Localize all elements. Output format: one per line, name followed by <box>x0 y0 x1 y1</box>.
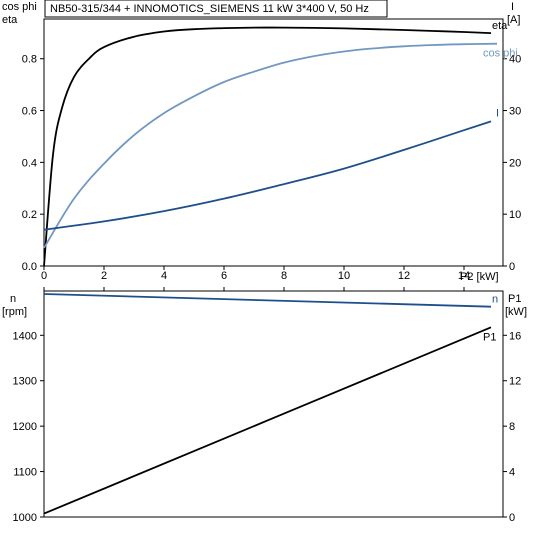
upper-right-axis-label-line2: [A] <box>507 14 520 26</box>
series-label-eta: eta <box>492 20 508 32</box>
lower-right-tick-label-0: 0 <box>509 512 515 524</box>
lower-right-axis-label-line2: [kW] <box>505 306 527 318</box>
series-label-n: n <box>492 294 498 306</box>
series-line-p1 <box>43 326 492 515</box>
lower-plot-area <box>43 290 504 518</box>
x-tick-label-1: 2 <box>101 270 107 282</box>
upper-left-tick-label-1: 0.2 <box>22 209 37 221</box>
x-tick-label-6: 12 <box>398 270 410 282</box>
lower-left-axis-label-line2: [rpm] <box>2 306 27 318</box>
upper-left-tick-label-3: 0.6 <box>22 106 37 118</box>
title-box <box>44 0 388 18</box>
x-tick-label-7: 14 <box>458 270 470 282</box>
lower-left-axis-label-line1: n <box>10 293 16 305</box>
upper-left-tick-label-4: 0.8 <box>22 54 37 66</box>
lower-right-tick-label-2: 8 <box>509 421 515 433</box>
series-line-n <box>43 293 492 308</box>
lower-left-tick-label-3: 1300 <box>13 376 37 388</box>
x-tick-label-5: 10 <box>338 270 350 282</box>
upper-right-tick-label-3: 30 <box>509 106 521 118</box>
upper-plot-area <box>43 18 504 267</box>
upper-left-tick-label-0: 0.0 <box>22 261 37 273</box>
lower-left-tick-label-2: 1200 <box>13 421 37 433</box>
series-line-eta <box>43 26 492 267</box>
x-axis-label: P2 [kW] <box>460 271 499 283</box>
upper-left-axis-label-line1: cos phi <box>2 1 37 13</box>
x-tick-label-2: 4 <box>161 270 167 282</box>
upper-right-tick-label-4: 40 <box>509 54 521 66</box>
lower-right-tick-label-3: 12 <box>509 376 521 388</box>
lower-right-tick-label-1: 4 <box>509 467 515 479</box>
series-line-cos-phi <box>43 42 498 249</box>
lower-right-tick-label-4: 16 <box>509 330 521 342</box>
x-tick-label-4: 8 <box>281 270 287 282</box>
x-tick-label-3: 6 <box>221 270 227 282</box>
upper-left-tick-label-2: 0.4 <box>22 157 37 169</box>
upper-right-tick-label-1: 10 <box>509 209 521 221</box>
series-label-cos-phi: cos phi <box>483 48 518 60</box>
upper-right-tick-label-0: 0 <box>509 261 515 273</box>
series-line-i <box>43 120 492 231</box>
upper-left-axis-label-line2: eta <box>2 14 18 26</box>
x-tick-label-0: 0 <box>41 270 47 282</box>
series-label-i: I <box>496 107 499 119</box>
lower-left-tick-label-0: 1000 <box>13 512 37 524</box>
upper-right-axis-label-line1: I <box>511 1 514 13</box>
lower-left-tick-label-4: 1400 <box>13 330 37 342</box>
lower-left-tick-label-1: 1100 <box>13 467 37 479</box>
upper-right-tick-label-2: 20 <box>509 157 521 169</box>
series-label-p1: P1 <box>483 331 496 343</box>
lower-right-axis-label-line1: P1 <box>508 293 521 305</box>
chart-title: NB50-315/344 + INNOMOTICS_SIEMENS 11 kW … <box>50 3 369 15</box>
